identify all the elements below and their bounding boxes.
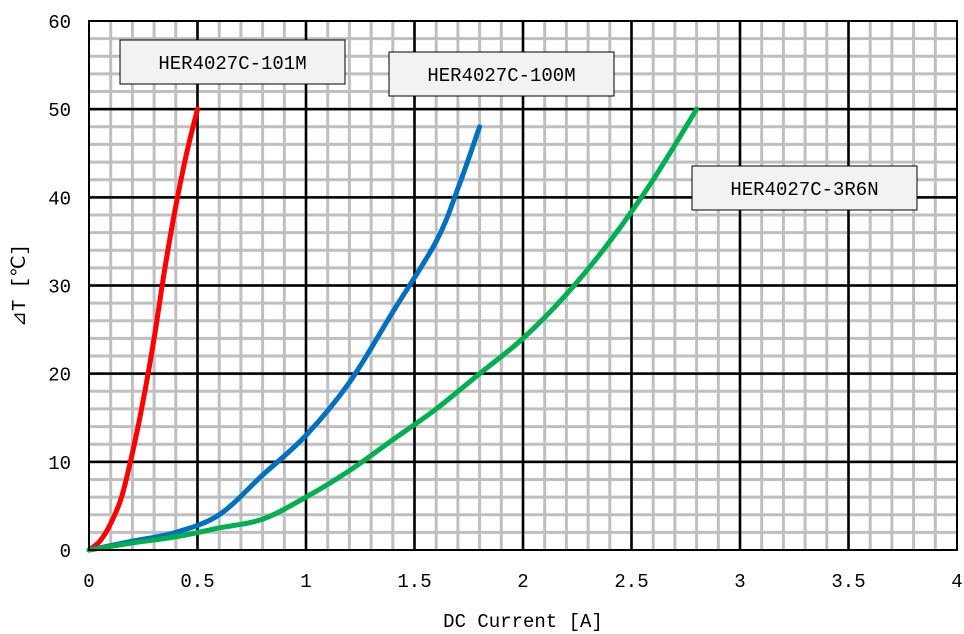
plot-frame: [88, 20, 958, 551]
y-tick-label: 40: [48, 188, 71, 210]
series-label-text: HER4027C-100M: [427, 65, 575, 87]
series-label-box: [388, 51, 615, 97]
y-tick-label: 50: [48, 100, 71, 122]
series-line-her4027c-100m: [86, 124, 483, 553]
x-tick-label: 2.5: [614, 571, 648, 593]
y-tick-label: 0: [60, 541, 71, 563]
x-tick-label: 1: [300, 571, 311, 593]
x-tick-label: 0.5: [180, 571, 214, 593]
y-tick-labels: 0 10 20 30 40 50 60: [48, 12, 71, 563]
y-tick-label: 20: [48, 365, 71, 387]
series-label-box: [119, 39, 346, 85]
y-axis-label: ⊿T [℃]: [9, 244, 31, 327]
x-tick-labels: 0 0.5 1 1.5 2 2.5 3 3.5 4: [83, 571, 962, 593]
x-tick-label: 3: [734, 571, 745, 593]
y-tick-label: 60: [48, 12, 71, 34]
series-label-box: [691, 165, 918, 211]
series-label-text: HER4027C-101M: [158, 53, 306, 75]
x-tick-label: 4: [951, 571, 962, 593]
x-tick-label: 0: [83, 571, 94, 593]
series-line-her4027c-3r6n: [86, 106, 700, 553]
x-tick-label: 3.5: [831, 571, 865, 593]
series-layer: [86, 106, 700, 553]
series-label-her4027c-101m: HER4027C-101M: [119, 39, 346, 85]
series-label-her4027c-3r6n: HER4027C-3R6N: [691, 165, 918, 211]
x-tick-label: 2: [517, 571, 528, 593]
x-tick-label: 1.5: [397, 571, 431, 593]
y-tick-label: 30: [48, 277, 71, 299]
series-label-her4027c-100m: HER4027C-100M: [388, 51, 615, 97]
y-tick-label: 10: [48, 453, 71, 475]
x-axis-label: DC Current [A]: [443, 611, 603, 633]
series-line-her4027c-101m: [86, 106, 200, 553]
series-label-text: HER4027C-3R6N: [730, 179, 878, 201]
